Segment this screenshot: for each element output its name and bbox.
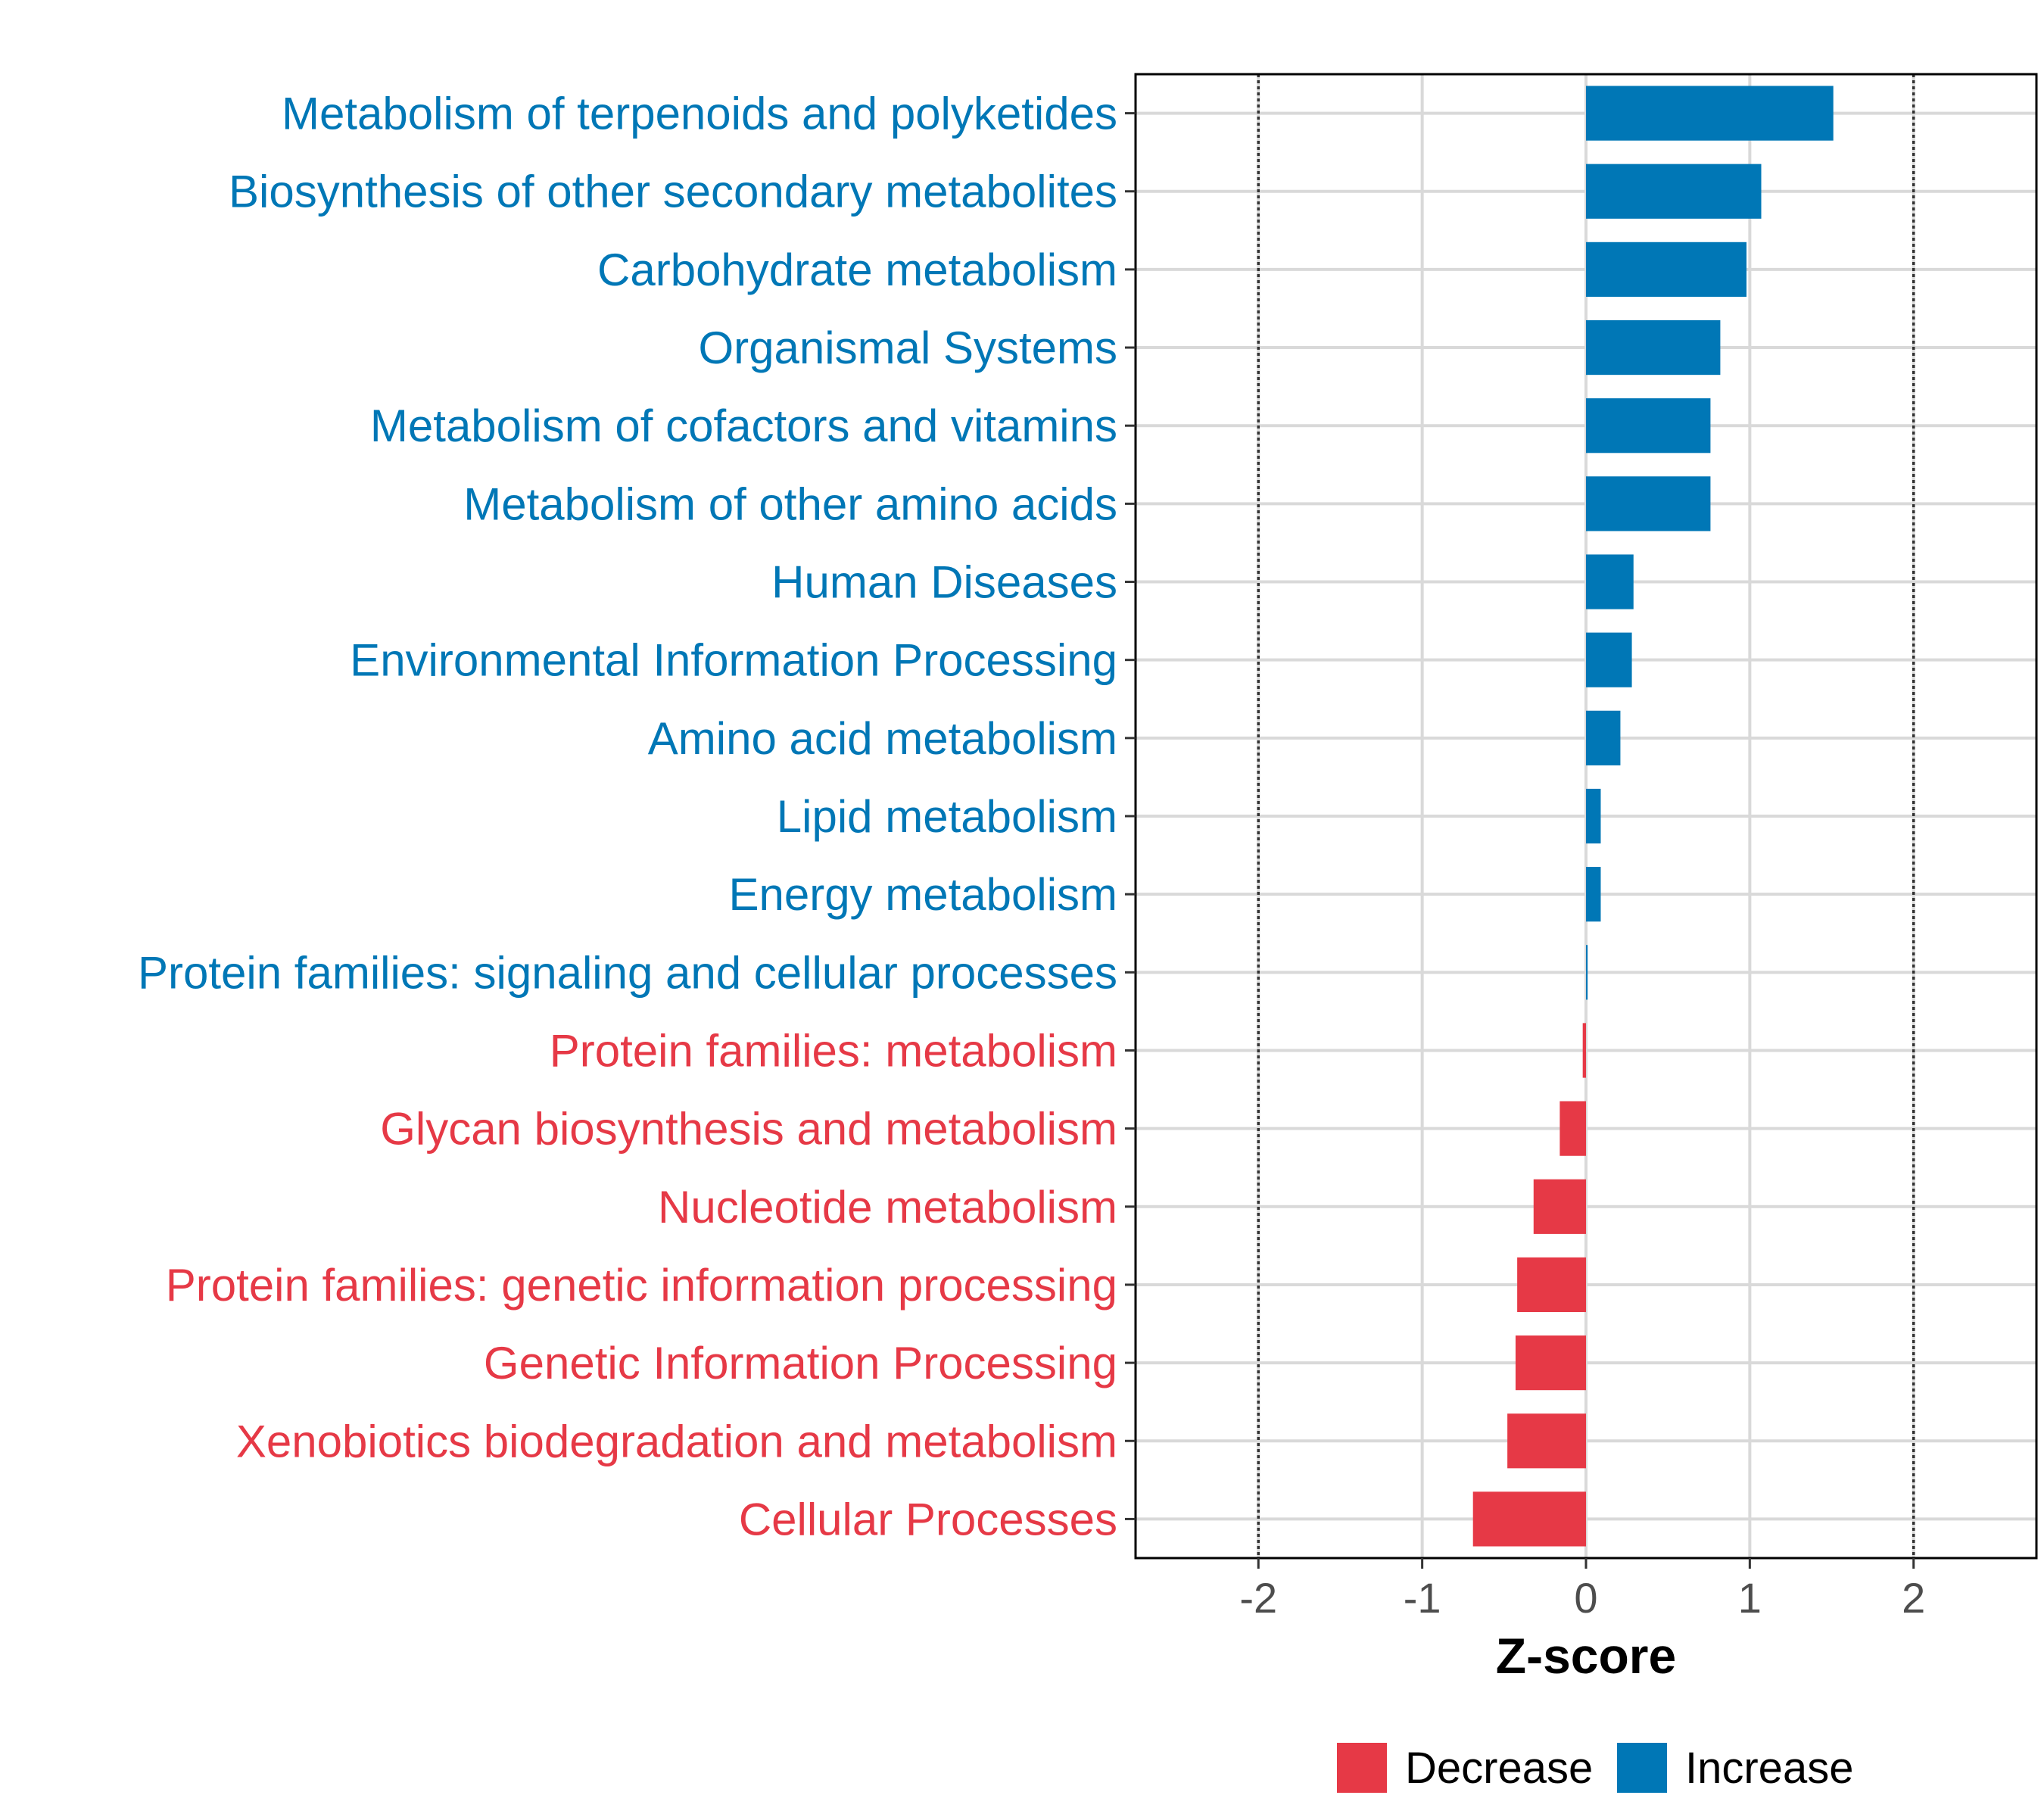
category-label: Environmental Information Processing	[350, 635, 1117, 686]
category-label: Cellular Processes	[739, 1494, 1117, 1544]
category-label: Protein families: signaling and cellular…	[138, 947, 1117, 998]
category-label: Carbohydrate metabolism	[597, 245, 1117, 295]
legend-label-decrease: Decrease	[1405, 1744, 1593, 1793]
x-tick-label: -2	[1239, 1574, 1277, 1622]
legend-swatch-increase	[1617, 1743, 1667, 1793]
reference-lines	[1257, 74, 1915, 1558]
bar	[1515, 1335, 1586, 1391]
bar	[1586, 164, 1762, 219]
y-axis-labels: Metabolism of terpenoids and polyketides…	[138, 89, 1117, 1545]
legend: Decrease Increase	[1337, 1743, 1853, 1793]
category-label: Human Diseases	[771, 557, 1117, 608]
category-label: Glycan biosynthesis and metabolism	[380, 1104, 1117, 1155]
category-label: Xenobiotics biodegradation and metabolis…	[236, 1416, 1117, 1466]
bar	[1582, 1023, 1586, 1078]
legend-swatch-decrease	[1337, 1743, 1387, 1793]
category-label: Organismal Systems	[699, 323, 1117, 373]
category-label: Metabolism of terpenoids and polyketides	[282, 89, 1117, 139]
category-label: Genetic Information Processing	[484, 1338, 1117, 1388]
bar	[1533, 1179, 1586, 1234]
x-tick-label: 1	[1738, 1574, 1762, 1622]
bar	[1507, 1413, 1586, 1469]
bar	[1586, 319, 1721, 376]
x-tick-label: 0	[1574, 1574, 1597, 1622]
bar	[1586, 86, 1834, 141]
bar	[1586, 945, 1588, 1000]
category-label: Metabolism of other amino acids	[463, 478, 1117, 529]
bar	[1586, 398, 1711, 453]
category-label: Lipid metabolism	[777, 791, 1117, 842]
category-label: Protein families: genetic information pr…	[166, 1260, 1117, 1311]
bar	[1586, 710, 1621, 765]
bar	[1586, 242, 1747, 297]
bar	[1472, 1491, 1586, 1547]
bar	[1586, 554, 1634, 609]
bar	[1586, 788, 1601, 844]
x-axis-ticks	[1257, 1558, 1915, 1569]
x-tick-label: -1	[1404, 1574, 1441, 1622]
category-label: Amino acid metabolism	[648, 713, 1117, 764]
bar	[1517, 1257, 1586, 1313]
x-tick-label: 2	[1902, 1574, 1925, 1622]
x-axis-tick-labels: -2 -1 0 1 2	[1239, 1574, 1925, 1622]
legend-label-increase: Increase	[1685, 1744, 1853, 1793]
category-label: Energy metabolism	[728, 869, 1117, 920]
y-axis-ticks	[1125, 112, 1136, 1520]
bars	[1472, 86, 1834, 1547]
category-label: Metabolism of cofactors and vitamins	[370, 400, 1117, 451]
x-axis-title: Z-score	[1496, 1628, 1676, 1684]
bar	[1586, 476, 1711, 531]
category-label: Protein families: metabolism	[550, 1025, 1117, 1076]
bar	[1559, 1101, 1586, 1156]
category-label: Nucleotide metabolism	[658, 1182, 1117, 1233]
category-label: Biosynthesis of other secondary metaboli…	[229, 167, 1117, 217]
bar	[1586, 632, 1632, 687]
bar	[1586, 867, 1601, 922]
